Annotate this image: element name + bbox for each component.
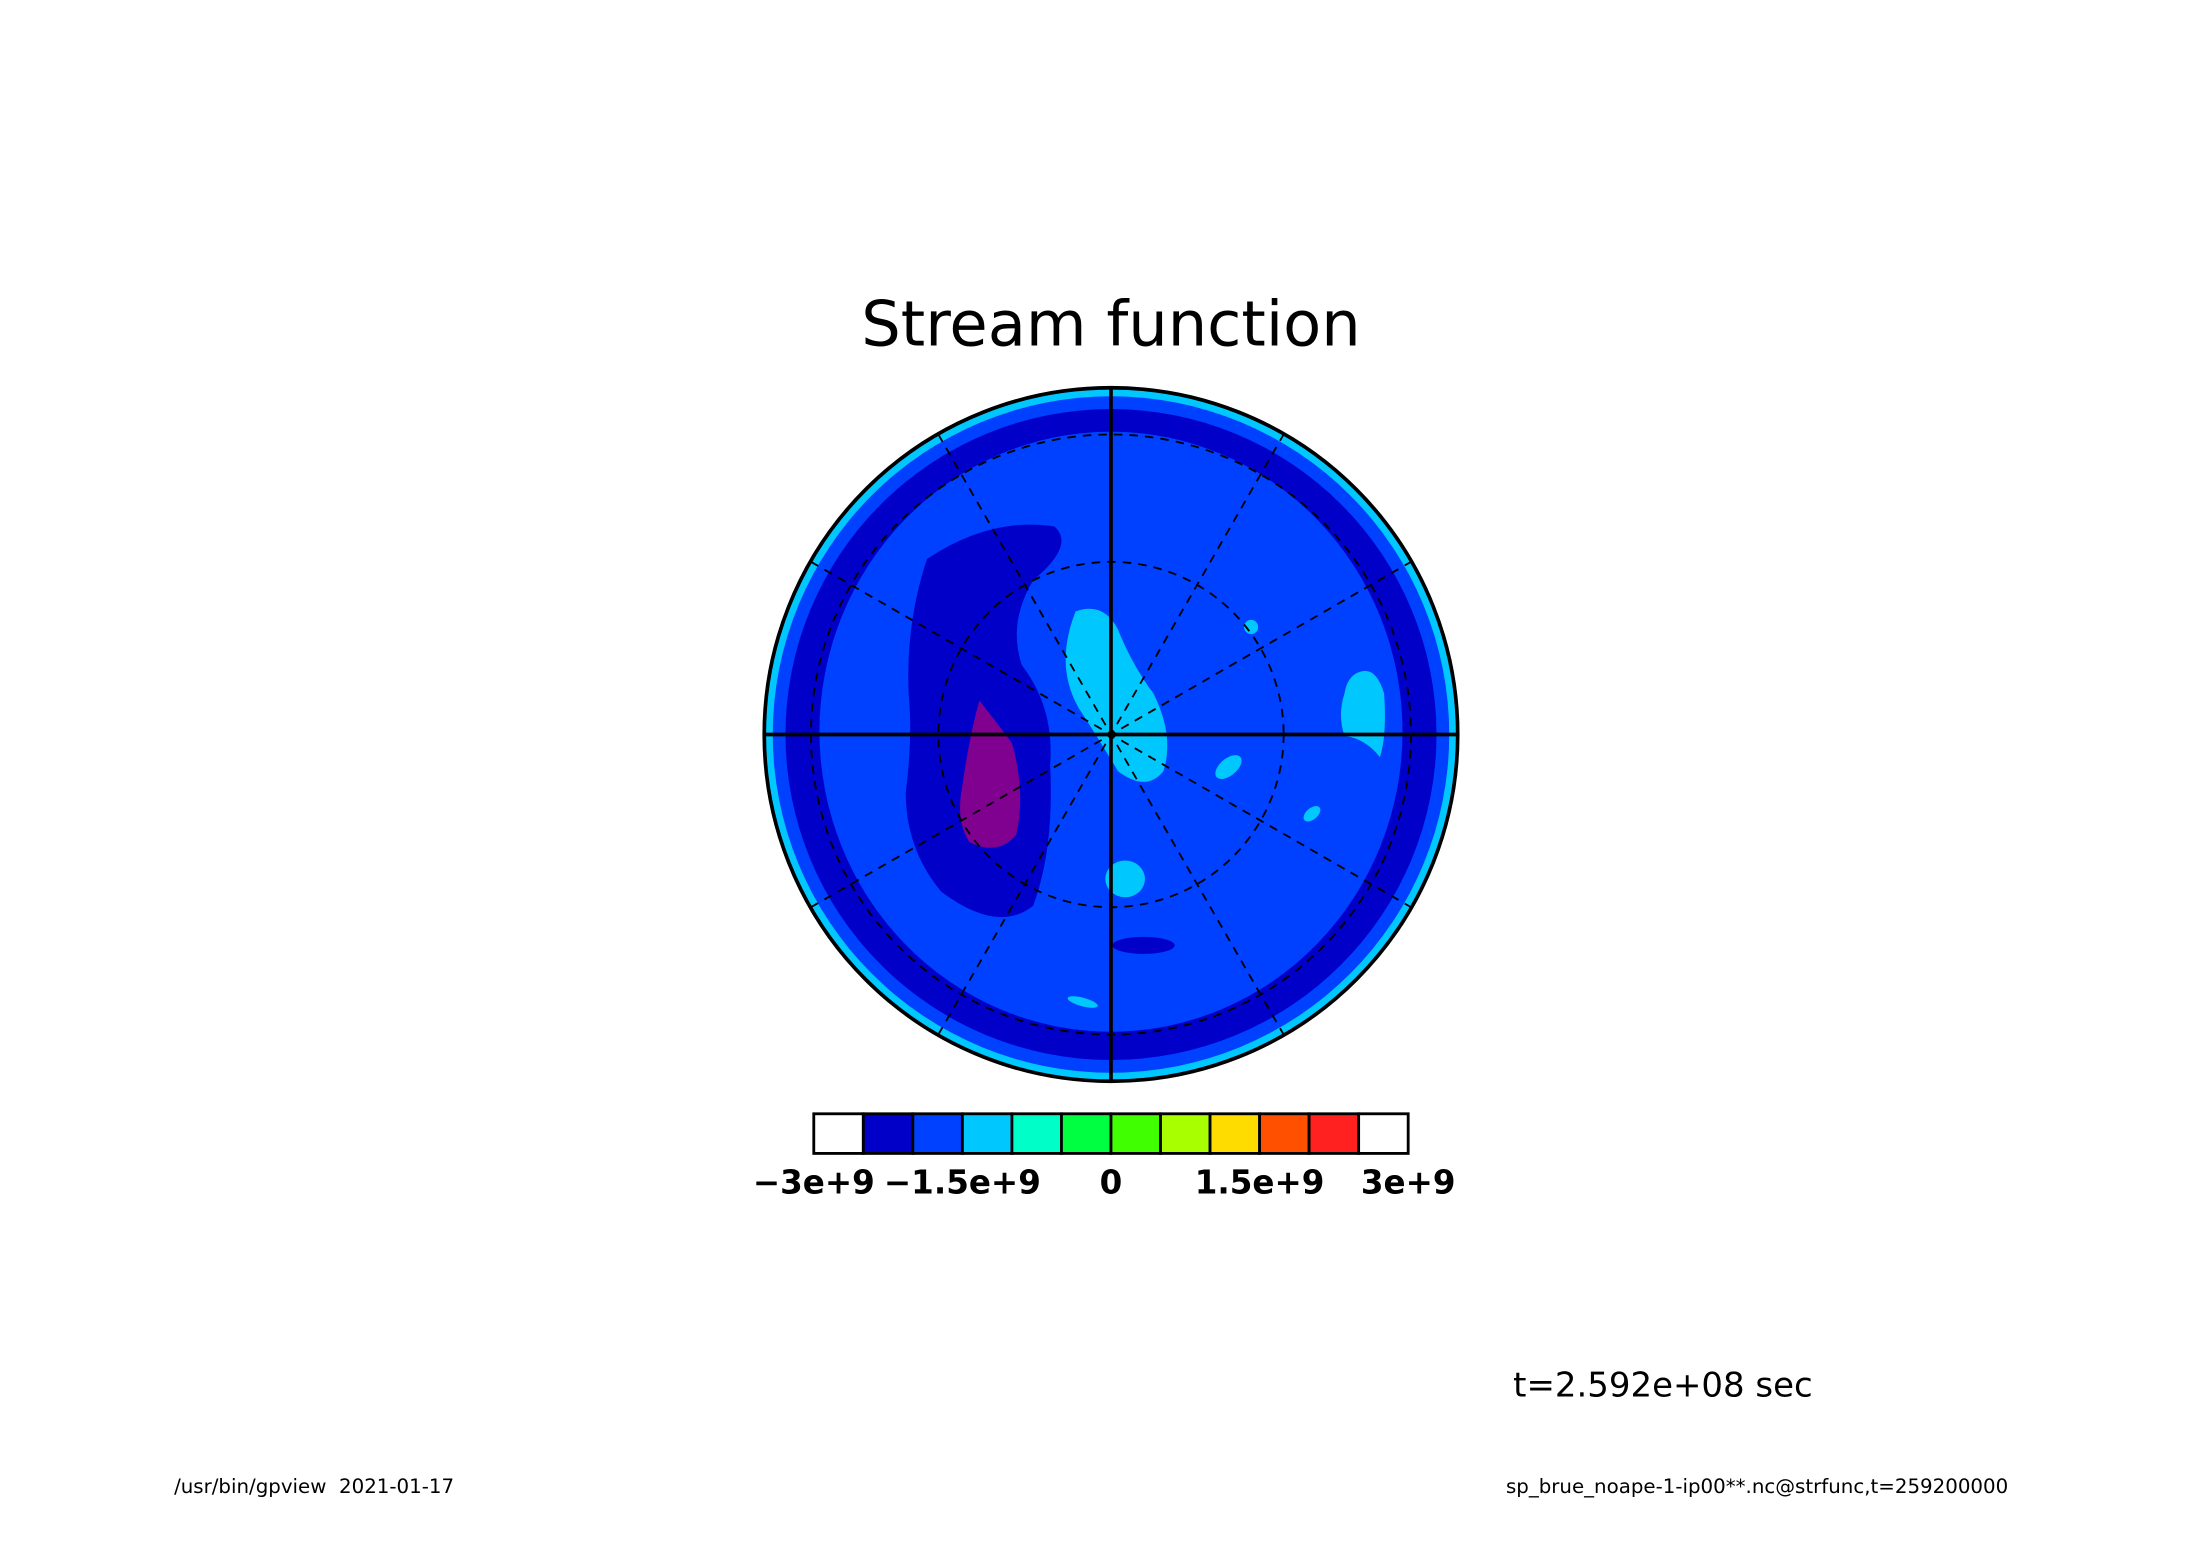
colorbar-box <box>1258 1112 1311 1155</box>
contour-region <box>1112 936 1175 954</box>
colorbar-box <box>1060 1112 1113 1155</box>
colorbar-box <box>1307 1112 1361 1155</box>
chart-title: Stream function <box>861 287 1360 360</box>
colorbar-tick-label: 0 <box>1100 1164 1123 1202</box>
colorbar-box <box>1010 1112 1063 1155</box>
colorbar-box <box>1357 1112 1410 1155</box>
colorbar: −3e+9 −1.5e+9 0 1.5e+9 3e+9 <box>753 1112 1456 1202</box>
colorbar-box <box>1109 1112 1162 1155</box>
annotation: t=2.592e+08 sec <box>1513 1365 1813 1405</box>
colorbar-box <box>861 1112 915 1155</box>
contour-region <box>1244 619 1259 635</box>
colorbar-tick-label: −1.5e+9 <box>884 1164 1041 1202</box>
colorbar-box <box>812 1112 865 1155</box>
colorbar-box <box>1208 1112 1261 1155</box>
colorbar-box <box>1159 1112 1212 1155</box>
footer-right: sp_brue_noape-1-ip00**.nc@strfunc,t=2592… <box>1506 1475 2008 1498</box>
colorbar-box <box>960 1112 1014 1155</box>
colorbar-box <box>911 1112 964 1155</box>
contour-region <box>1105 860 1145 898</box>
colorbar-tick-label: 1.5e+9 <box>1195 1164 1325 1202</box>
contour-region <box>1067 996 1098 1008</box>
map-axes <box>762 385 1460 1084</box>
footer-left: /usr/bin/gpview 2021-01-17 <box>174 1475 454 1498</box>
map-border <box>762 385 1460 1084</box>
contour-region <box>1215 755 1242 779</box>
colorbar-tick-label: −3e+9 <box>753 1164 875 1202</box>
colorbar-tick-label: 3e+9 <box>1361 1164 1456 1202</box>
contour-region <box>1065 608 1168 782</box>
contour-region <box>1303 806 1321 822</box>
contour-region <box>960 700 1021 848</box>
